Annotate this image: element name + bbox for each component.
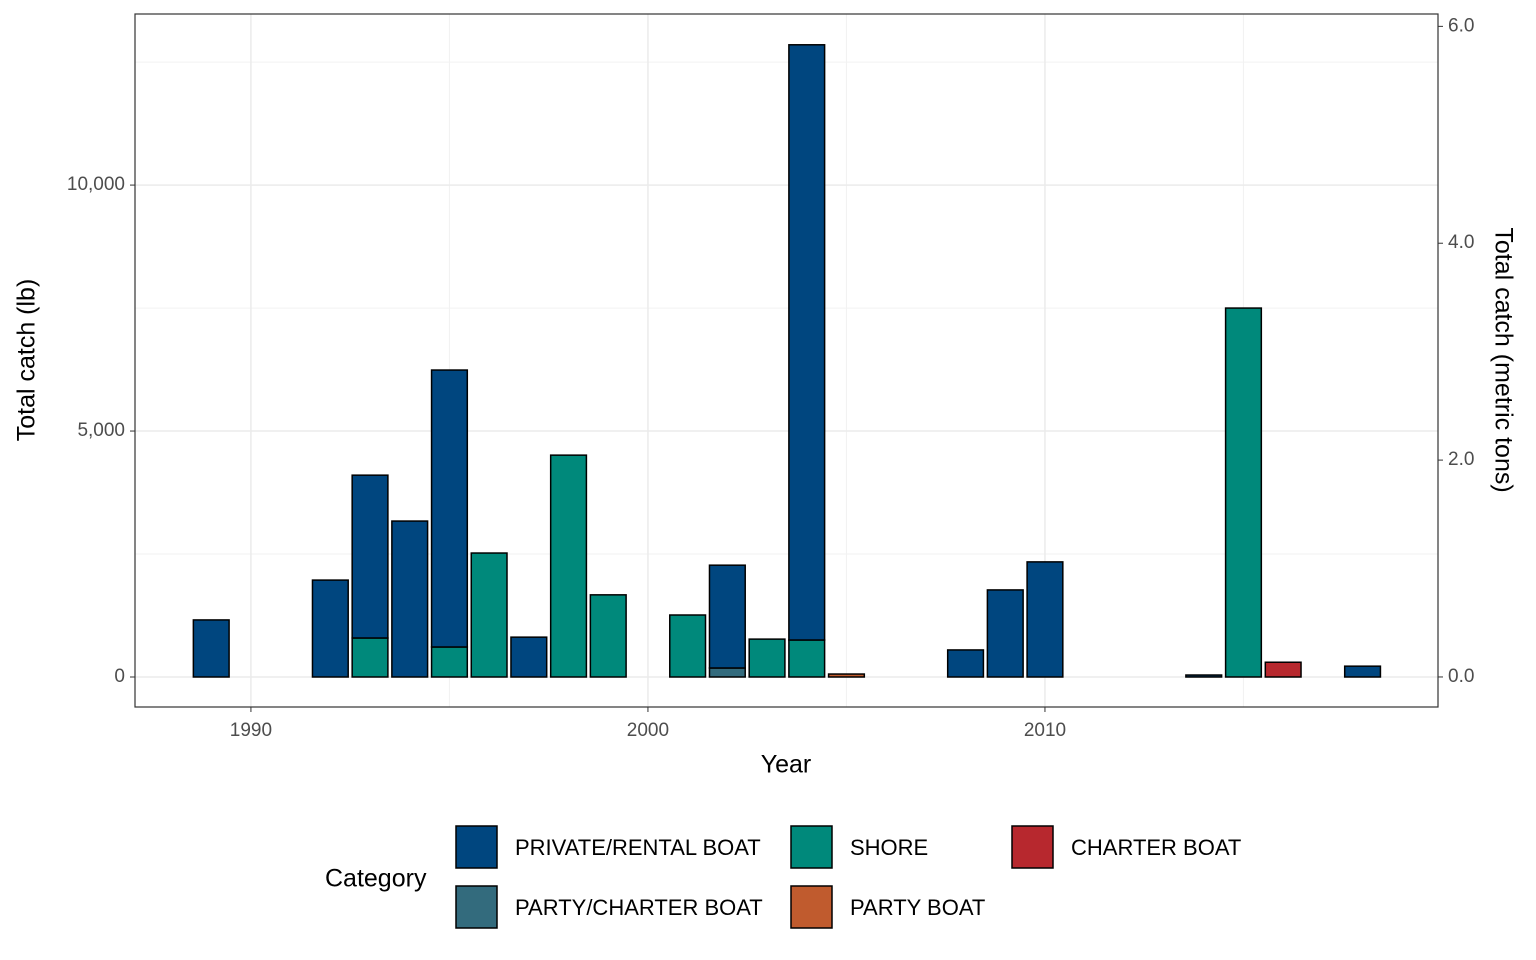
bar — [1343, 665, 1382, 678]
bar — [827, 673, 866, 678]
y-tick-label: 5,000 — [77, 420, 125, 441]
legend-swatch — [1011, 825, 1054, 869]
legend-label: SHORE — [850, 835, 928, 860]
bar — [748, 638, 786, 678]
bar — [1185, 674, 1223, 678]
bar — [986, 589, 1024, 678]
bar — [430, 369, 469, 648]
legend-swatch — [790, 825, 833, 869]
legend-label: PARTY/CHARTER BOAT — [515, 895, 763, 920]
bar — [946, 649, 985, 678]
legend-swatch — [455, 885, 498, 929]
bar — [391, 520, 429, 678]
bar — [1264, 661, 1302, 678]
y2-axis-title: Total catch (metric tons) — [1489, 227, 1517, 492]
y2-tick-label: 2.0 — [1448, 449, 1474, 470]
bar — [1224, 307, 1263, 678]
y-axis-title: Total catch (lb) — [13, 279, 41, 442]
bar — [589, 594, 627, 678]
bar — [351, 637, 389, 678]
legend-title: Category — [325, 865, 427, 893]
bar — [311, 579, 349, 678]
bar — [708, 564, 746, 669]
bar — [788, 44, 826, 641]
bar — [510, 636, 548, 678]
bar — [430, 646, 469, 678]
bar — [708, 667, 746, 678]
y2-tick-label: 4.0 — [1448, 232, 1474, 253]
y-tick-label: 10,000 — [67, 174, 125, 195]
legend-swatch — [455, 825, 498, 869]
bar — [669, 614, 707, 678]
y2-tick-label: 6.0 — [1448, 15, 1474, 36]
x-tick-label: 2010 — [1024, 720, 1066, 741]
x-tick-label: 2000 — [627, 720, 669, 741]
bar — [470, 552, 508, 678]
legend-label: CHARTER BOAT — [1071, 835, 1241, 860]
legend-label: PRIVATE/RENTAL BOAT — [515, 835, 761, 860]
x-tick-label: 1990 — [230, 720, 272, 741]
plot-border — [134, 13, 1439, 708]
bar — [351, 474, 389, 639]
y-tick-label: 0 — [114, 666, 125, 687]
legend-label: PARTY BOAT — [850, 895, 985, 920]
y2-tick-label: 0.0 — [1448, 666, 1474, 687]
bar — [192, 619, 230, 678]
x-axis-title: Year — [761, 751, 812, 779]
bar — [1026, 561, 1064, 678]
bar — [549, 454, 588, 678]
legend-swatch — [790, 885, 833, 929]
bar — [788, 639, 826, 678]
